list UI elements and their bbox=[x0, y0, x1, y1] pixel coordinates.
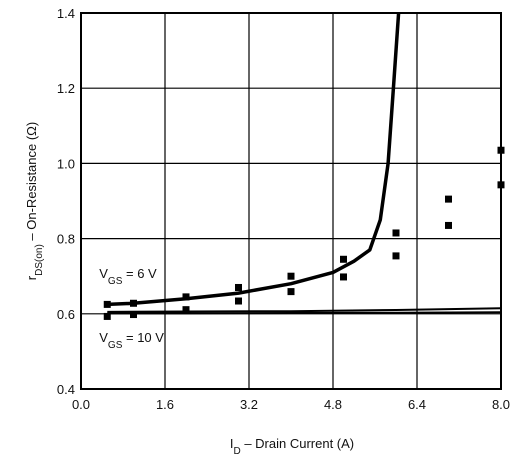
data-point bbox=[130, 299, 137, 307]
y-tick-label: 0.4 bbox=[57, 382, 75, 397]
y-tick-label: 1.2 bbox=[57, 81, 75, 96]
data-point bbox=[392, 229, 400, 237]
data-point bbox=[130, 311, 137, 319]
x-tick-label: 8.0 bbox=[492, 397, 510, 412]
y-tick-label: 1.4 bbox=[57, 6, 75, 21]
data-point bbox=[235, 283, 242, 291]
y-tick-label: 0.6 bbox=[57, 307, 75, 322]
x-tick-label: 1.6 bbox=[156, 397, 174, 412]
data-point bbox=[340, 255, 347, 263]
y-tick-label: 0.8 bbox=[57, 232, 75, 247]
data-point bbox=[445, 195, 452, 203]
y-tick-label: 1.0 bbox=[57, 156, 75, 171]
series-line bbox=[107, 12, 401, 307]
series-line bbox=[107, 307, 502, 313]
x-tick-label: 0.0 bbox=[72, 397, 90, 412]
data-point bbox=[182, 293, 190, 301]
data-point bbox=[287, 272, 295, 280]
data-point bbox=[103, 300, 111, 308]
vgs-annotation: VGS = 10 V bbox=[99, 330, 164, 351]
x-tick-label: 3.2 bbox=[240, 397, 258, 412]
data-point bbox=[340, 273, 347, 281]
series-line bbox=[107, 311, 502, 315]
data-point bbox=[445, 221, 452, 229]
vgs-annotation: VGS = 6 V bbox=[99, 266, 157, 287]
data-point bbox=[182, 306, 190, 314]
data-point bbox=[287, 288, 295, 296]
x-tick-label: 4.8 bbox=[324, 397, 342, 412]
x-tick-label: 6.4 bbox=[408, 397, 426, 412]
data-point bbox=[103, 312, 111, 320]
x-axis-title: ID – Drain Current (A) bbox=[230, 436, 354, 457]
plot-frame bbox=[80, 12, 502, 390]
y-axis-title: rDS(on) – On-Resistance (Ω) bbox=[24, 122, 45, 280]
annotation-layer: VGS = 6 V VGS = 10 V bbox=[99, 266, 164, 350]
series-layer bbox=[103, 12, 505, 320]
tick-layer: 0.0 1.6 3.2 4.8 6.4 8.0 0.4 0.6 0.8 1.0 1.2 1.4 bbox=[57, 6, 510, 412]
data-point bbox=[392, 252, 400, 260]
data-point bbox=[235, 297, 242, 305]
